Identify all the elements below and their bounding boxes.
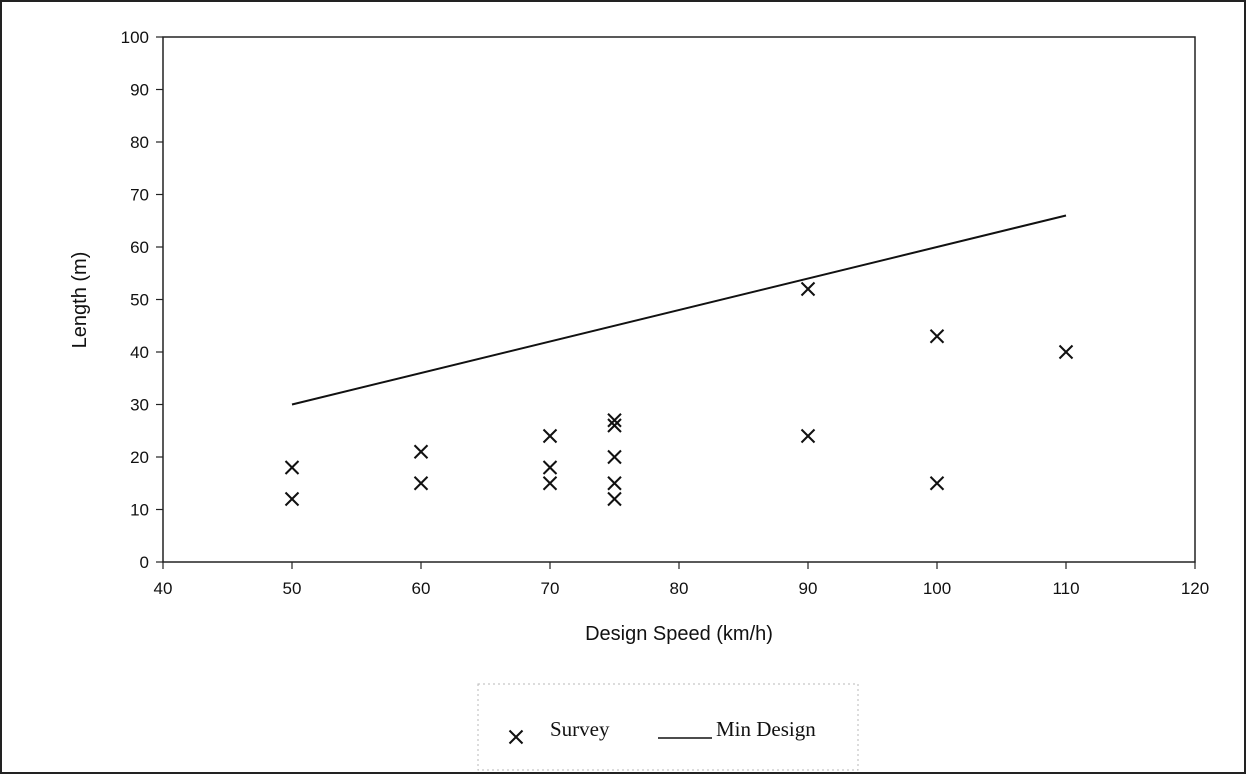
- survey-point: [607, 418, 622, 433]
- survey-point: [413, 444, 429, 459]
- survey-point: [284, 460, 300, 475]
- survey-point: [607, 449, 622, 465]
- y-tick-label: 0: [140, 553, 149, 572]
- survey-point-stroke: [1058, 344, 1074, 360]
- survey-point-stroke: [929, 329, 945, 344]
- legend: Survey Min Design: [477, 683, 859, 771]
- x-tick-label: 120: [1181, 579, 1209, 598]
- survey-point-stroke: [607, 413, 622, 428]
- survey-point: [284, 491, 300, 507]
- survey-point: [542, 428, 558, 444]
- survey-point: [607, 413, 622, 428]
- y-tick-label: 100: [121, 28, 149, 47]
- survey-point: [800, 428, 816, 444]
- survey-point-stroke: [607, 491, 622, 507]
- survey-point: [607, 476, 622, 491]
- survey-point-stroke: [800, 428, 816, 444]
- survey-point: [1058, 344, 1074, 360]
- x-tick-label: 60: [412, 579, 431, 598]
- survey-point-stroke: [607, 476, 622, 491]
- y-axis: 0 10 20 30 40 50 60 70 80 90 100: [121, 28, 163, 572]
- y-tick-label: 80: [130, 133, 149, 152]
- y-tick-label: 60: [130, 238, 149, 257]
- y-tick-label: 50: [130, 291, 149, 310]
- x-tick-label: 40: [154, 579, 173, 598]
- x-tick-label: 50: [283, 579, 302, 598]
- y-tick-label: 10: [130, 501, 149, 520]
- survey-point: [607, 491, 622, 507]
- plot-area: [162, 36, 1196, 563]
- x-tick-label: 100: [923, 579, 951, 598]
- survey-point-stroke: [929, 476, 945, 491]
- survey-point-stroke: [607, 449, 622, 465]
- y-axis-title: Length (m): [69, 252, 91, 349]
- x-tick-label: 110: [1052, 579, 1079, 598]
- y-tick-label: 90: [130, 81, 149, 100]
- x-tick-label: 70: [541, 579, 560, 598]
- survey-point-stroke: [542, 476, 558, 491]
- survey-point: [413, 476, 429, 491]
- survey-point: [542, 476, 558, 491]
- series-layer: [284, 214, 1074, 507]
- survey-point-stroke: [542, 460, 558, 475]
- x-axis: 40 50 60 70 80 90 100 110 120: [154, 562, 1209, 598]
- legend-survey-marker: [508, 729, 524, 745]
- y-tick-label: 20: [130, 448, 149, 467]
- y-tick-label: 30: [130, 396, 149, 415]
- x-tick-label: 90: [799, 579, 818, 598]
- y-tick-label: 40: [130, 343, 149, 362]
- survey-point: [929, 329, 945, 344]
- survey-point-stroke: [413, 476, 429, 491]
- survey-point: [800, 281, 816, 297]
- y-tick-label: 70: [130, 186, 149, 205]
- survey-point: [929, 476, 945, 491]
- x-tick-label: 80: [670, 579, 689, 598]
- x-axis-title: Design Speed (km/h): [585, 623, 773, 645]
- survey-point-stroke: [800, 281, 816, 297]
- legend-min-design-label: Min Design: [716, 717, 816, 741]
- legend-survey-label: Survey: [550, 717, 610, 741]
- survey-point-stroke: [413, 444, 429, 459]
- survey-point-stroke: [542, 428, 558, 444]
- min-design-line: [291, 214, 1067, 406]
- legend-x-glyph: [508, 729, 524, 745]
- survey-point-stroke: [607, 418, 622, 433]
- legend-frame: [477, 683, 859, 771]
- survey-point-stroke: [284, 460, 300, 475]
- survey-point-stroke: [284, 491, 300, 507]
- survey-point: [542, 460, 558, 475]
- legend-x-glyph-stroke: [508, 729, 524, 745]
